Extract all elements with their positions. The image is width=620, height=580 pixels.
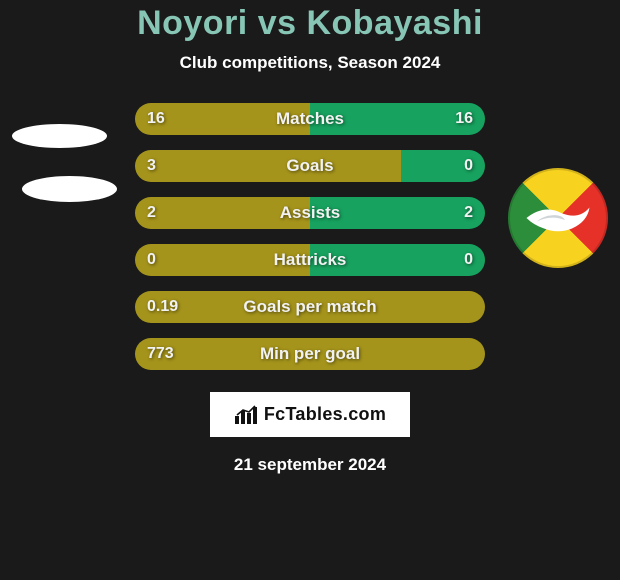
date: 21 september 2024 [0, 455, 620, 475]
stat-label: Hattricks [135, 244, 485, 276]
fctables-text: FcTables.com [264, 404, 386, 425]
comparison-row: 0.19Goals per match [10, 291, 610, 323]
comparison-row: 30Goals [10, 150, 610, 182]
stat-label: Matches [135, 103, 485, 135]
comparison-row: 773Min per goal [10, 338, 610, 370]
chart-icon [234, 405, 258, 425]
stat-bar: 30Goals [135, 150, 485, 182]
page-title: Noyori vs Kobayashi [0, 4, 620, 43]
stat-label: Goals [135, 150, 485, 182]
title-vs: vs [258, 4, 297, 42]
subtitle: Club competitions, Season 2024 [0, 53, 620, 73]
stat-label: Goals per match [135, 291, 485, 323]
stat-bar: 1616Matches [135, 103, 485, 135]
player-right-name: Kobayashi [306, 4, 482, 42]
comparison-row: 22Assists [10, 197, 610, 229]
stat-bar: 00Hattricks [135, 244, 485, 276]
comparison-row: 1616Matches [10, 103, 610, 135]
fctables-logo: FcTables.com [210, 392, 410, 437]
stat-bar: 22Assists [135, 197, 485, 229]
stat-label: Min per goal [135, 338, 485, 370]
stat-bar: 0.19Goals per match [135, 291, 485, 323]
infographic: Noyori vs Kobayashi Club competitions, S… [0, 0, 620, 475]
stat-bar: 773Min per goal [135, 338, 485, 370]
stat-label: Assists [135, 197, 485, 229]
player-left-name: Noyori [137, 4, 248, 42]
comparison-row: 00Hattricks [10, 244, 610, 276]
